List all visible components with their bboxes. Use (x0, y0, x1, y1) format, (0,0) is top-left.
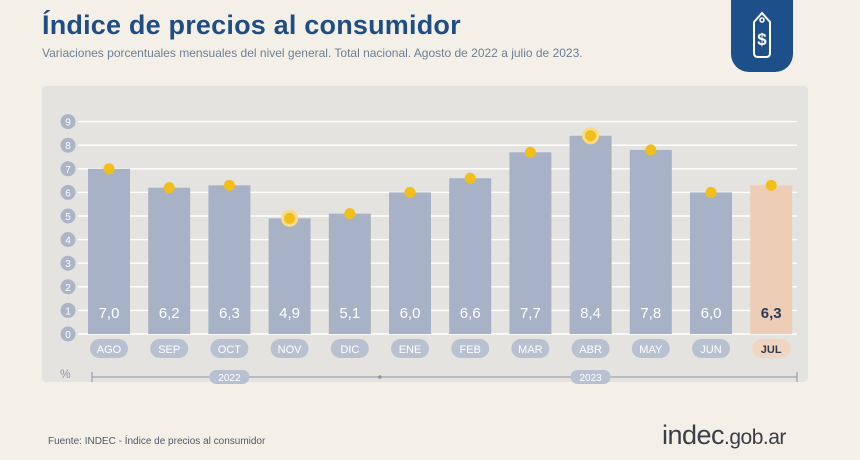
brand-name: indec (662, 420, 725, 450)
year-pill-2022 (209, 370, 250, 384)
ytick-label-7: 7 (65, 165, 71, 176)
ytick-pill-1 (60, 302, 76, 318)
ytick-label-5: 5 (65, 212, 71, 223)
dot-abr (585, 130, 597, 142)
ytick-label-2: 2 (65, 283, 71, 294)
month-label-feb: FEB (459, 344, 480, 356)
bar-oct (208, 185, 251, 334)
page-subtitle: Variaciones porcentuales mensuales del n… (42, 46, 583, 60)
value-label-dic: 5,1 (339, 305, 360, 322)
dot-feb (464, 172, 476, 184)
value-label-jul: 6,3 (761, 305, 782, 322)
brand-domain: .gob.ar (724, 426, 786, 449)
bar-nov (268, 218, 311, 334)
ytick-pill-6 (60, 184, 76, 200)
value-label-mar: 7,7 (520, 305, 541, 322)
month-pill-sep (150, 339, 189, 358)
ytick-label-0: 0 (65, 330, 71, 341)
ytick-pill-3 (60, 255, 76, 271)
ytick-pill-0 (60, 326, 76, 342)
dot-oct (223, 179, 235, 191)
dot-jul (765, 179, 777, 191)
ytick-pill-2 (60, 279, 76, 295)
value-label-feb: 6,6 (460, 305, 481, 322)
bar-abr (569, 135, 612, 334)
month-pill-may (631, 339, 670, 358)
dot-ago (103, 163, 115, 175)
ytick-pill-4 (60, 232, 76, 248)
year-separator (378, 375, 382, 379)
page-title: Índice de precios al consumidor (42, 10, 461, 40)
value-label-ago: 7,0 (99, 305, 120, 322)
bar-jul (750, 185, 793, 334)
month-label-jun: JUN (700, 344, 721, 356)
bar-may (629, 149, 672, 334)
year-label-2023: 2023 (579, 373, 602, 384)
ytick-label-1: 1 (65, 306, 71, 317)
svg-text:$: $ (757, 30, 767, 49)
month-pill-ago (90, 339, 128, 358)
month-pill-jun (692, 339, 730, 358)
dot-mar (524, 146, 536, 158)
month-pill-mar (511, 339, 550, 358)
year-pill-2023 (570, 370, 611, 384)
dot-nov (284, 212, 296, 224)
month-pill-nov (270, 339, 309, 358)
month-pill-jul (752, 339, 791, 358)
ytick-label-8: 8 (65, 141, 71, 152)
ytick-label-4: 4 (65, 236, 71, 247)
value-label-jun: 6,0 (701, 305, 722, 322)
bar-jun (690, 192, 732, 334)
month-pill-oct (210, 339, 249, 358)
ytick-pill-5 (60, 208, 76, 224)
indec-logo[interactable]: indec.gob.ar (662, 420, 786, 451)
dot-may (645, 144, 657, 156)
price-tag-dollar-icon: $ (753, 11, 771, 58)
year-label-2022: 2022 (218, 373, 241, 384)
dot-ene (404, 186, 416, 198)
value-label-may: 7,8 (640, 305, 661, 322)
dot-dic (344, 208, 356, 220)
ytick-label-3: 3 (65, 259, 71, 270)
indec-badge: $ (731, 0, 793, 72)
bar-ene (389, 192, 431, 334)
value-label-sep: 6,2 (159, 305, 180, 322)
month-pill-abr (571, 339, 610, 358)
month-pill-ene (391, 339, 429, 358)
unit-label: % (60, 367, 71, 381)
bar-feb (449, 178, 492, 334)
month-label-mar: MAR (518, 344, 543, 356)
bar-mar (509, 152, 552, 334)
ytick-pill-8 (60, 137, 76, 153)
month-label-dic: DIC (340, 344, 359, 356)
month-label-abr: ABR (579, 344, 602, 356)
month-label-ago: AGO (97, 344, 122, 356)
ytick-pill-9 (60, 114, 76, 130)
month-label-jul: JUL (761, 344, 782, 356)
value-label-oct: 6,3 (219, 305, 240, 322)
ytick-label-6: 6 (65, 188, 71, 199)
value-label-abr: 8,4 (580, 305, 601, 322)
bar-sep (148, 187, 191, 334)
month-pill-dic (330, 339, 369, 358)
month-label-ene: ENE (399, 344, 422, 356)
month-pill-feb (451, 339, 490, 358)
month-label-oct: OCT (218, 344, 242, 356)
month-label-may: MAY (639, 344, 663, 356)
bar-dic (328, 213, 371, 334)
month-label-sep: SEP (158, 344, 180, 356)
ytick-label-9: 9 (65, 118, 71, 129)
bar-ago (88, 168, 130, 334)
value-label-nov: 4,9 (279, 305, 300, 322)
value-label-ene: 6,0 (400, 305, 421, 322)
month-label-nov: NOV (278, 344, 303, 356)
source-note: Fuente: INDEC - Índice de precios al con… (48, 436, 266, 447)
dot-jun (705, 186, 717, 198)
dot-sep (163, 182, 175, 194)
ytick-pill-7 (60, 161, 76, 177)
